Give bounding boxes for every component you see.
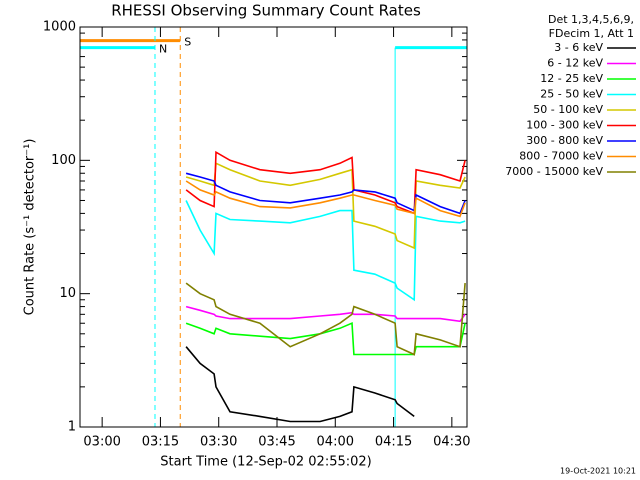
series-line (185, 150, 466, 215)
series-line (185, 346, 415, 423)
x-tick-label: 04:00 (317, 435, 354, 450)
legend-label: 12 - 25 keV (540, 72, 603, 85)
plot-frame (79, 26, 468, 428)
y-tick-label: 1000 (43, 20, 76, 35)
x-tick-label: 03:15 (142, 435, 179, 450)
legend-label: 7000 - 15000 keV (505, 165, 603, 178)
series-line (185, 200, 466, 302)
x-tick-label: 03:00 (83, 435, 120, 450)
legend-label: 100 - 300 keV (526, 119, 603, 132)
legend-label: 6 - 12 keV (547, 57, 603, 70)
series-line (185, 282, 466, 356)
series-line (185, 322, 466, 356)
y-tick-label: 10 (59, 286, 76, 301)
footer: 19-Oct-2021 10:21 (560, 467, 636, 476)
legend-header: FDecim 1, Att 1 (549, 27, 634, 40)
chart-title: RHESSI Observing Summary Count Rates (111, 2, 421, 20)
series-line (185, 172, 466, 215)
x-tick-label: 03:30 (200, 435, 237, 450)
legend-label: 300 - 800 keV (526, 134, 603, 147)
x-tick-label: 04:30 (433, 435, 470, 450)
x-tick-label: 04:15 (375, 435, 412, 450)
legend-header: Det 1,3,4,5,6,9, (548, 13, 634, 26)
legend-label: 800 - 7000 keV (519, 150, 603, 163)
y-tick-label: 100 (51, 153, 76, 168)
x-axis-label: Start Time (12-Sep-02 02:55:02) (160, 455, 371, 470)
y-axis-label: Count Rate (s⁻¹ detector⁻¹) (23, 139, 38, 316)
series-line (185, 180, 466, 218)
legend-label: 3 - 6 keV (554, 41, 603, 54)
y-tick-label: 1 (68, 420, 76, 435)
legend-label: 50 - 100 keV (533, 103, 603, 116)
legend-label: 25 - 50 keV (540, 88, 603, 101)
flag-label: S (184, 36, 191, 49)
flag-label: N (159, 43, 167, 56)
x-tick-label: 03:45 (258, 435, 295, 450)
